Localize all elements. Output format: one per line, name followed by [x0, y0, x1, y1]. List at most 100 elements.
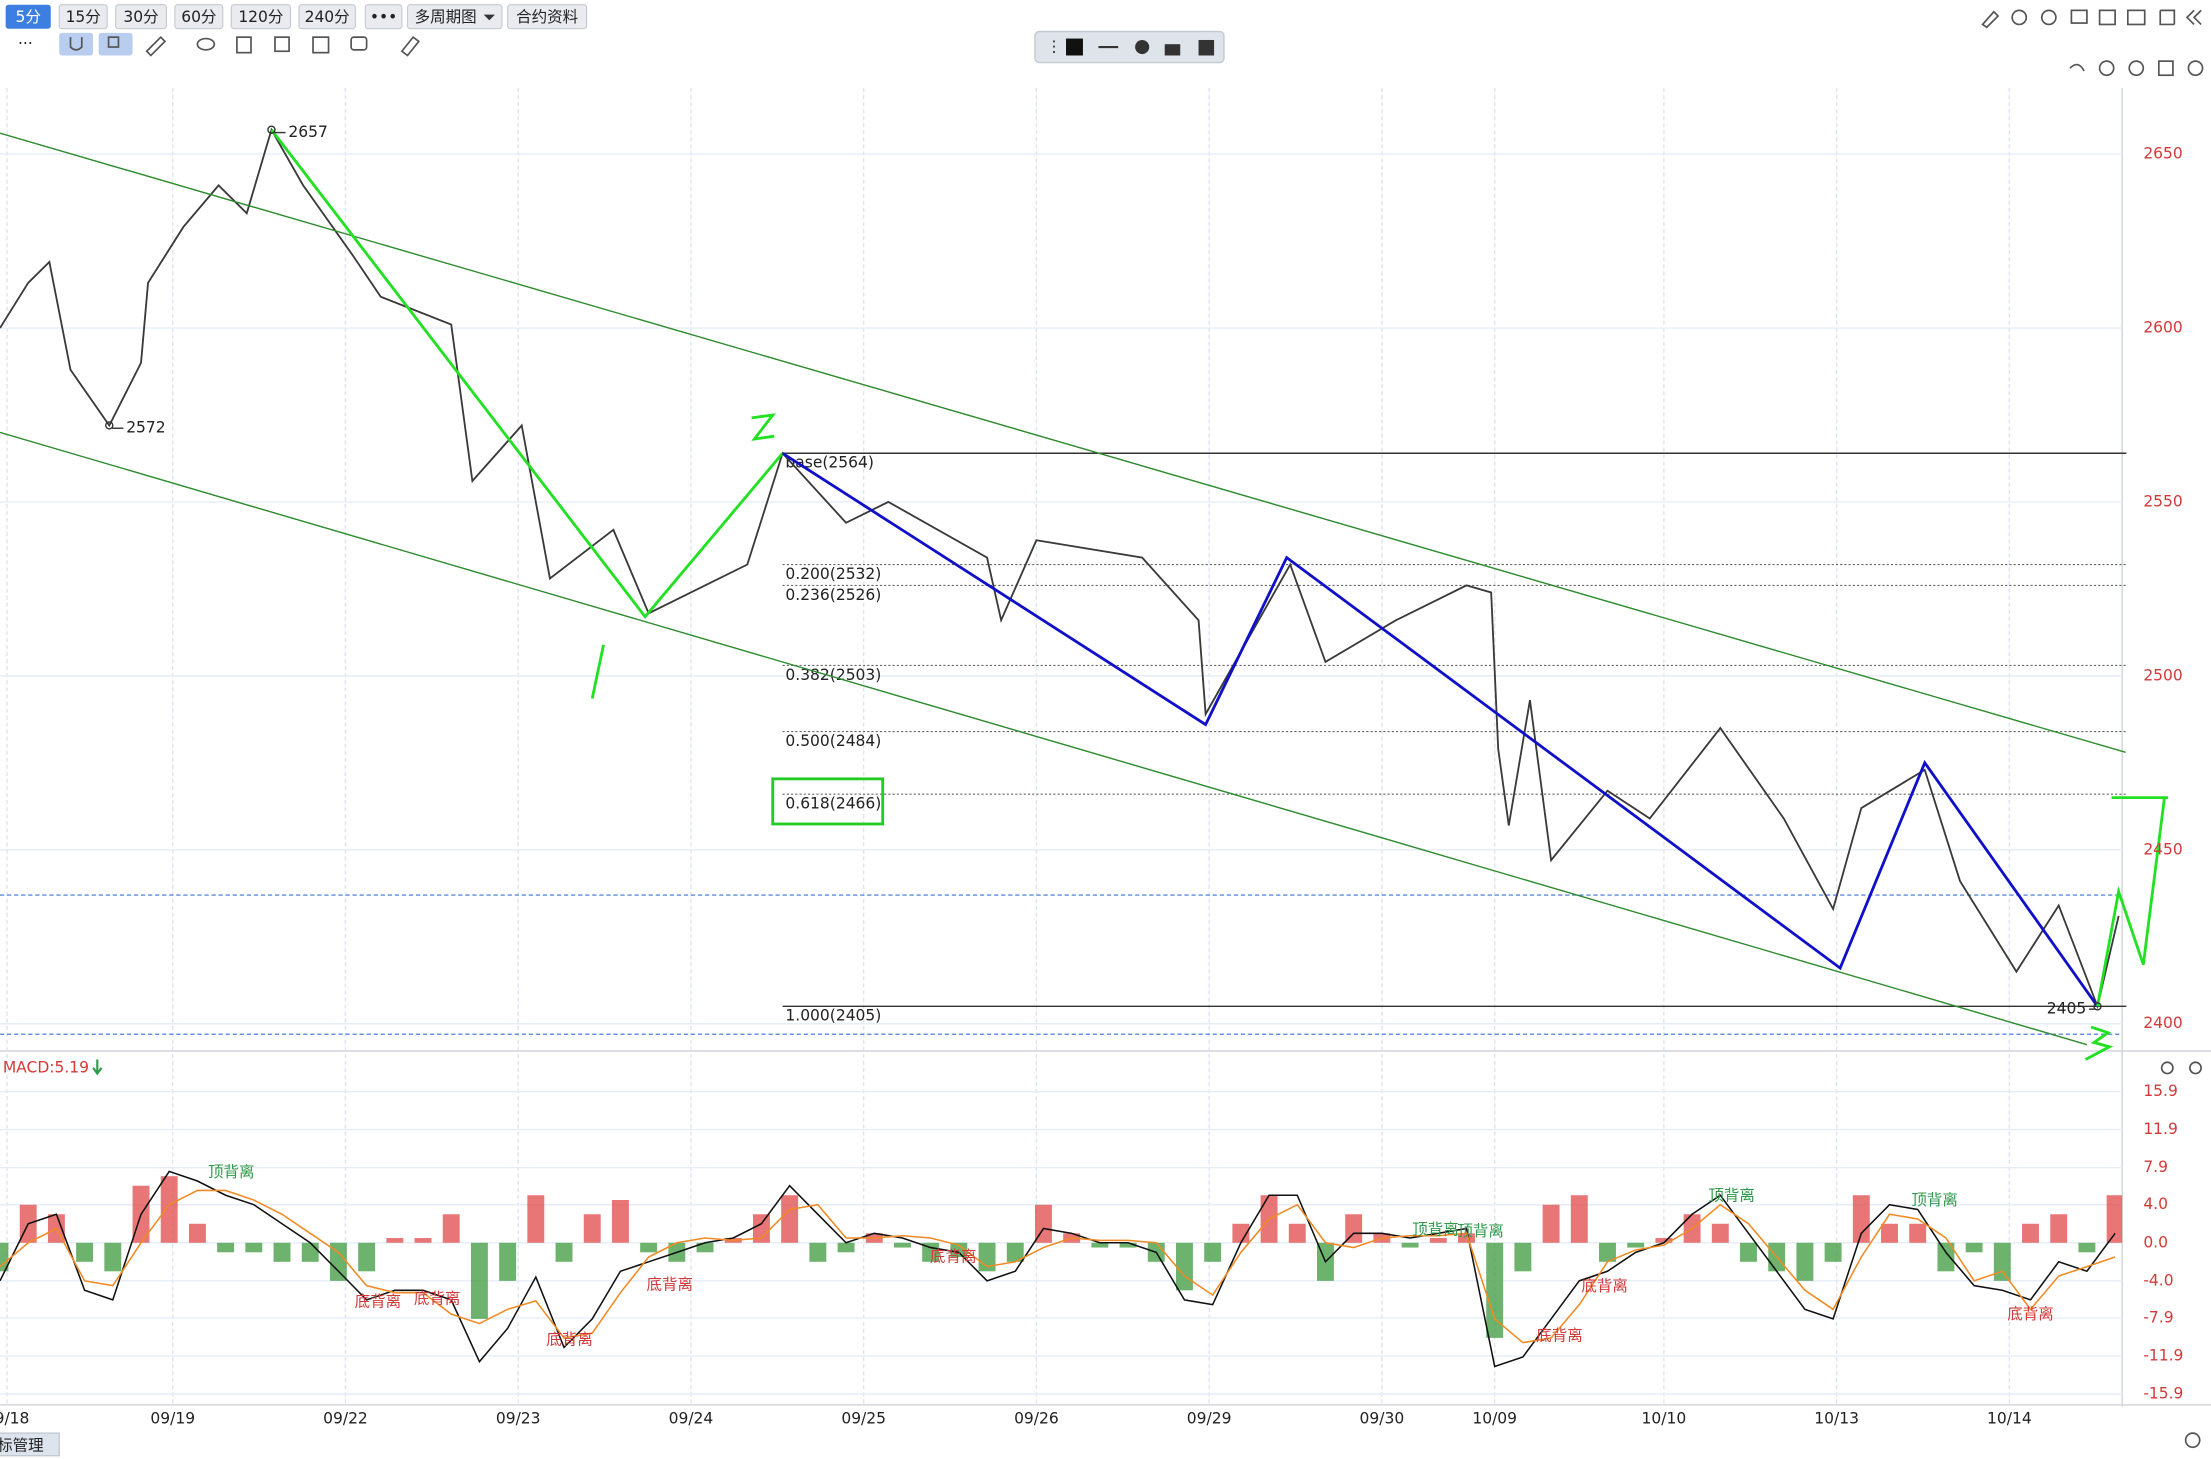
macd-bar: [893, 1242, 911, 1248]
macd-trend-arrow: [92, 1059, 103, 1076]
divergence-label: 底背离: [647, 1276, 694, 1294]
close-indicator-icon[interactable]: [2160, 1061, 2174, 1075]
pen-tool[interactable]: [145, 35, 167, 57]
interval-label[interactable]: 120分: [238, 8, 283, 26]
fullscreen-icon[interactable]: [2159, 9, 2176, 26]
interval-button[interactable]: 240分: [298, 4, 356, 30]
x-tick-label: 09/29: [1187, 1410, 1232, 1428]
macd-bar: [1119, 1242, 1137, 1248]
interval-button-bg[interactable]: [115, 4, 167, 30]
interval-button[interactable]: 60分: [174, 4, 224, 30]
trash-tool[interactable]: [236, 36, 252, 54]
fib-label: 1.000(2405): [785, 1007, 881, 1025]
collapse-icon[interactable]: [2185, 9, 2202, 26]
window-icon[interactable]: [2098, 9, 2116, 26]
interval-button-bg[interactable]: [58, 4, 108, 30]
zoom-out-icon[interactable]: [2128, 60, 2145, 77]
interval-label[interactable]: 240分: [305, 8, 350, 26]
macd-bar: [1655, 1238, 1673, 1243]
multi-period-button[interactable]: 多周期图: [406, 4, 503, 30]
macd-tick-label: 7.9: [2143, 1158, 2168, 1176]
macd-bar: [188, 1223, 206, 1243]
indicator-manage-label[interactable]: 指标管理: [0, 1436, 44, 1454]
floating-toolbar: ⋮⋮: [1034, 30, 1225, 64]
macd-bar: [1429, 1238, 1447, 1243]
settings-tool[interactable]: [1135, 39, 1150, 55]
export-tool[interactable]: [312, 36, 330, 54]
ruler-tool[interactable]: [400, 35, 420, 57]
macd-bar: [329, 1242, 347, 1281]
interval-label[interactable]: 5分: [16, 8, 41, 26]
interval-label[interactable]: 60分: [181, 8, 216, 26]
macd-bar: [752, 1214, 770, 1243]
macd-bar: [1909, 1223, 1927, 1243]
reset-icon[interactable]: [2157, 60, 2174, 77]
eye-tool[interactable]: [196, 37, 216, 51]
y-tick-label: 2500: [2143, 666, 2182, 684]
macd-bar: [442, 1214, 460, 1243]
interval-button-bg[interactable]: [298, 4, 356, 30]
contract-info-button[interactable]: 合约资料: [507, 4, 588, 30]
interval-label[interactable]: 15分: [66, 8, 101, 26]
cloud-icon[interactable]: [2040, 9, 2057, 26]
macd-bar: [358, 1242, 376, 1272]
lock-tool[interactable]: [1164, 44, 1181, 56]
macd-bar: [414, 1238, 432, 1243]
price-label: 2405: [2047, 1000, 2086, 1018]
x-tick-label: 10/14: [1987, 1410, 2032, 1428]
zoom-in-icon[interactable]: [2098, 60, 2115, 77]
macd-bar: [1345, 1214, 1363, 1243]
macd-bar: [2078, 1242, 2096, 1253]
layout-tool[interactable]: [274, 36, 290, 53]
indicator-settings-icon[interactable]: [2189, 1061, 2202, 1075]
screen-icon[interactable]: [2126, 9, 2146, 26]
macd-tick-label: -7.9: [2143, 1308, 2173, 1326]
macd-bar: [1570, 1195, 1588, 1243]
more-label[interactable]: •••: [370, 8, 397, 26]
settings-icon[interactable]: [2187, 60, 2204, 77]
contract-info-label[interactable]: 合约资料: [516, 8, 578, 26]
interval-button-bg[interactable]: [174, 4, 224, 30]
delete-tool[interactable]: [1198, 39, 1215, 56]
divergence-label: 顶背离: [1708, 1187, 1755, 1205]
divergence-label: 顶背离: [1457, 1222, 1504, 1240]
edit-icon[interactable]: [1981, 10, 2000, 29]
wave-mark-2: [751, 413, 776, 441]
x-tick-label: 09/22: [323, 1410, 368, 1428]
more-button[interactable]: •••: [364, 4, 403, 30]
macd-bar: [2106, 1195, 2123, 1243]
x-tick-label: 09/23: [496, 1410, 541, 1428]
menu-dots[interactable]: ···: [18, 35, 33, 53]
interval-label[interactable]: 30分: [123, 8, 158, 26]
multi-period-label[interactable]: 多周期图: [415, 8, 477, 26]
price-label: 2657: [288, 123, 327, 141]
divergence-label: 顶背离: [1412, 1221, 1459, 1239]
interval-button[interactable]: 5分: [5, 4, 51, 29]
x-tick-label: 10/13: [1814, 1410, 1859, 1428]
macd-bar: [1204, 1242, 1222, 1262]
divergence-label: 底背离: [414, 1290, 461, 1308]
interval-button[interactable]: 30分: [115, 4, 167, 30]
divergence-label: 底背离: [2007, 1305, 2054, 1323]
macd-bar: [1006, 1242, 1024, 1262]
interval-button-bg[interactable]: [230, 4, 292, 30]
indicator-manage-button[interactable]: [0, 1432, 60, 1457]
undo-icon[interactable]: [2069, 63, 2085, 72]
location-icon[interactable]: [2184, 1432, 2201, 1449]
toolbar: 5分 15分 30分 60分 120分 240分: [5, 4, 356, 30]
color-tool[interactable]: [1066, 38, 1083, 56]
comment-tool[interactable]: [350, 36, 368, 51]
interval-button[interactable]: 15分: [58, 4, 108, 30]
macd-bar: [273, 1242, 291, 1262]
interval-button-bg[interactable]: [5, 4, 51, 29]
price-panel: base(2564) 0.200(2532) 0.236(2526) 0.382(25…: [0, 123, 2168, 1046]
interval-button[interactable]: 120分: [230, 4, 292, 30]
copy-tool[interactable]: [98, 32, 133, 56]
macd-bar: [499, 1242, 517, 1281]
magnet-tool[interactable]: [59, 32, 94, 56]
alert-icon[interactable]: [2011, 9, 2028, 26]
camera-icon[interactable]: [2070, 9, 2088, 24]
macd-tick-label: 4.0: [2143, 1195, 2168, 1213]
